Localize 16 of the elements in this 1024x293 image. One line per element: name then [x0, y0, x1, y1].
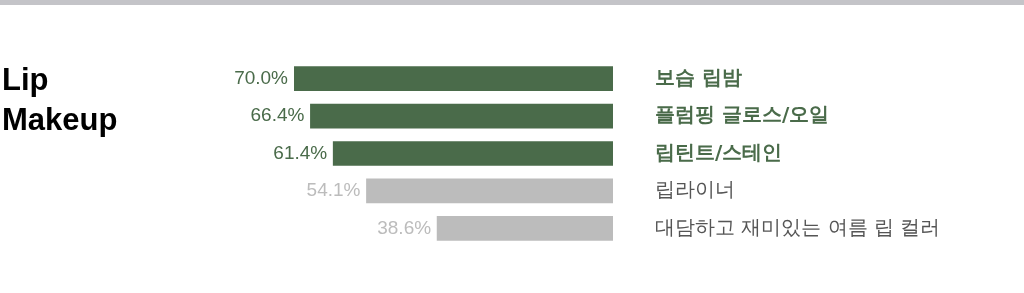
bar [294, 66, 613, 92]
bar [436, 215, 613, 241]
data-label: 61.4% [273, 141, 328, 163]
y-tick-label: 플럼핑 글로스/오일 [655, 102, 830, 127]
y-tick-label: 립라이너 [655, 177, 735, 202]
y-tick-label: 보습 립밤 [655, 64, 742, 89]
data-label: 54.1% [306, 179, 361, 201]
text: Lip Makeup [2, 61, 118, 139]
y-tick-label: 립틴트/스테인 [655, 139, 783, 164]
data-label: 38.6% [377, 216, 432, 238]
data-label: 70.0% [234, 66, 289, 88]
bar [332, 141, 613, 166]
bar [366, 178, 613, 204]
y-tick-label: 대담하고 재미있는 여름 립 컬러 [655, 214, 941, 239]
data-label: 66.4% [250, 104, 305, 126]
bar [310, 103, 613, 129]
